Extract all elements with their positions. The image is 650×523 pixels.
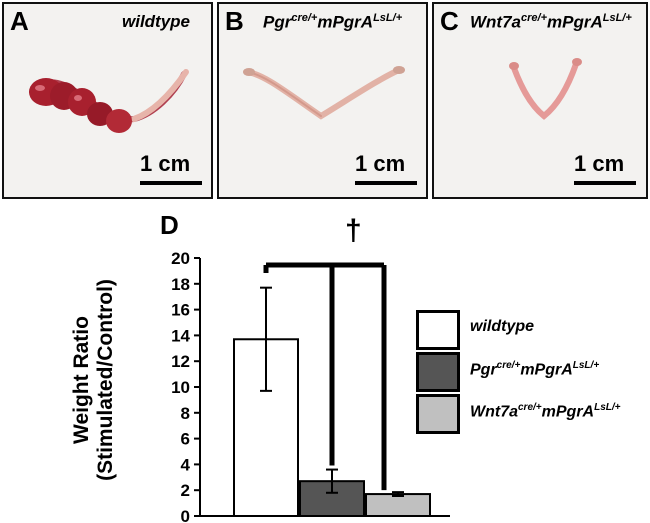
panel-c: C Wnt7acre/+mPgrALsL/+ 1 cm <box>432 2 648 199</box>
y-tick-label: 0 <box>181 507 190 523</box>
y-tick-label: 12 <box>171 352 190 371</box>
scale-bar <box>140 181 202 185</box>
significance-marker: † <box>345 214 362 247</box>
uterus-specimen-a <box>29 69 189 133</box>
scale-bar <box>355 181 417 185</box>
genotype-label: Wnt7acre/+mPgrALsL/+ <box>470 12 632 32</box>
panel-letter: B <box>225 6 244 36</box>
scale-bar-label: 1 cm <box>574 151 625 176</box>
y-tick-label: 18 <box>171 275 190 294</box>
uterus-specimen-c <box>509 58 582 120</box>
y-tick-label: 14 <box>171 326 190 345</box>
uterus-specimen-b <box>243 66 405 120</box>
y-tick-label: 6 <box>181 430 190 449</box>
y-axis-label: Weight Ratio (Stimulated/Control) <box>70 279 117 481</box>
legend-label: wildtype <box>470 318 535 335</box>
genotype-label: Pgrcre/+mPgrALsL/+ <box>263 12 403 32</box>
legend-label: Wnt7acre/+mPgrALsL/+ <box>470 402 621 421</box>
y-tick-label: 16 <box>171 301 190 320</box>
scale-bar-label: 1 cm <box>355 151 406 176</box>
legend-swatch <box>416 394 460 434</box>
panel-letter: A <box>10 6 29 36</box>
y-tick-label: 8 <box>181 404 190 423</box>
y-tick-label: 20 <box>171 249 190 268</box>
legend-item-wnt7a: Wnt7acre/+mPgrALsL/+ <box>416 394 646 438</box>
bar <box>299 480 365 518</box>
bar <box>365 493 431 518</box>
legend-item-wildtype: wildtype <box>416 310 646 354</box>
panel-a: A wildtype 1 cm <box>2 2 213 199</box>
y-tick-label: 2 <box>181 481 190 500</box>
panel-letter: C <box>440 6 459 36</box>
panel-b: B Pgrcre/+mPgrALsL/+ 1 cm <box>217 2 428 199</box>
legend-swatch <box>416 352 460 392</box>
legend-label: Pgrcre/+mPgrALsL/+ <box>470 360 600 379</box>
legend-item-pgr: Pgrcre/+mPgrALsL/+ <box>416 352 646 396</box>
scale-bar <box>574 181 636 185</box>
legend-swatch <box>416 310 460 350</box>
y-tick-label: 10 <box>171 378 190 397</box>
bar <box>233 338 299 517</box>
genotype-label: wildtype <box>122 12 191 31</box>
scale-bar-label: 1 cm <box>140 151 191 176</box>
y-tick-label: 4 <box>181 455 191 474</box>
panel-letter-d: D <box>160 210 179 240</box>
